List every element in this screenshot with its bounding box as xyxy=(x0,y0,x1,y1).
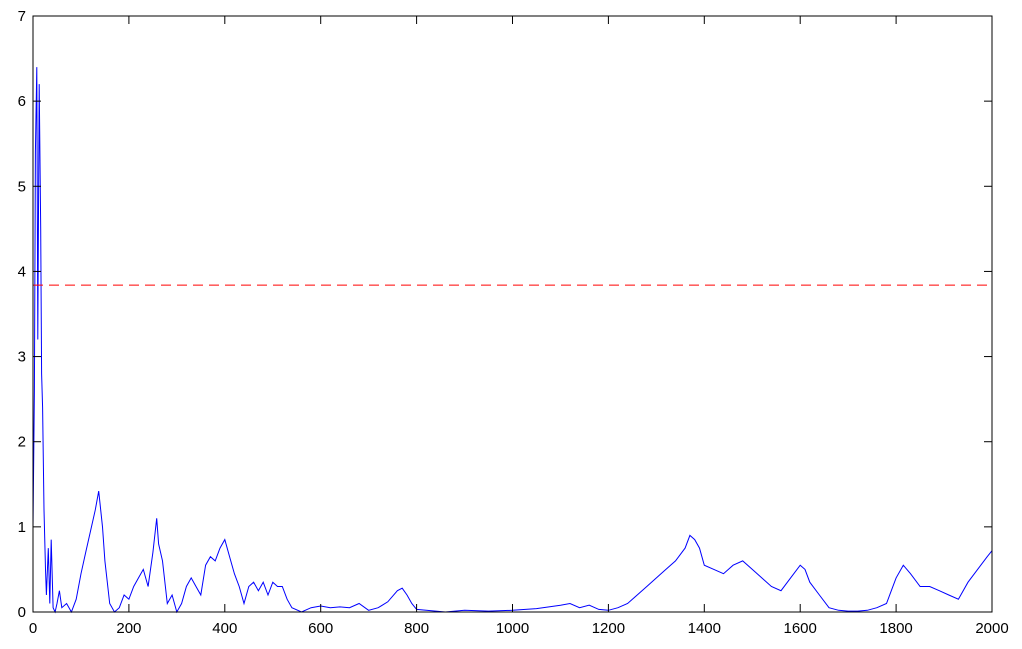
y-tick-label: 2 xyxy=(18,434,26,451)
plot-frame xyxy=(32,15,993,613)
x-tick-label: 0 xyxy=(29,620,37,637)
x-tick-label: 800 xyxy=(404,620,429,637)
y-tick-label: 3 xyxy=(18,349,26,366)
y-tick-label: 5 xyxy=(18,178,26,195)
y-axis: 0 1 2 3 4 5 6 7 xyxy=(18,8,992,621)
y-tick-label: 0 xyxy=(18,604,26,621)
x-tick-label: 400 xyxy=(212,620,237,637)
y-tick-label: 1 xyxy=(18,519,26,536)
data-layer xyxy=(32,67,993,614)
x-tick-label: 1200 xyxy=(592,620,625,637)
y-tick-label: 4 xyxy=(18,263,26,280)
x-tick-label: 1400 xyxy=(688,620,721,637)
x-tick-label: 1000 xyxy=(496,620,529,637)
series-line xyxy=(32,67,993,614)
x-tick-label: 600 xyxy=(308,620,333,637)
x-tick-label: 1600 xyxy=(784,620,817,637)
y-tick-label: 7 xyxy=(18,8,26,25)
y-tick-label: 6 xyxy=(18,93,26,110)
x-tick-label: 200 xyxy=(116,620,141,637)
x-tick-label: 2000 xyxy=(975,620,1008,637)
x-tick-label: 1800 xyxy=(879,620,912,637)
plot-area xyxy=(33,16,992,612)
x-axis: 0 200 400 600 800 1000 1200 1400 1600 1800 2000 xyxy=(29,16,1009,637)
